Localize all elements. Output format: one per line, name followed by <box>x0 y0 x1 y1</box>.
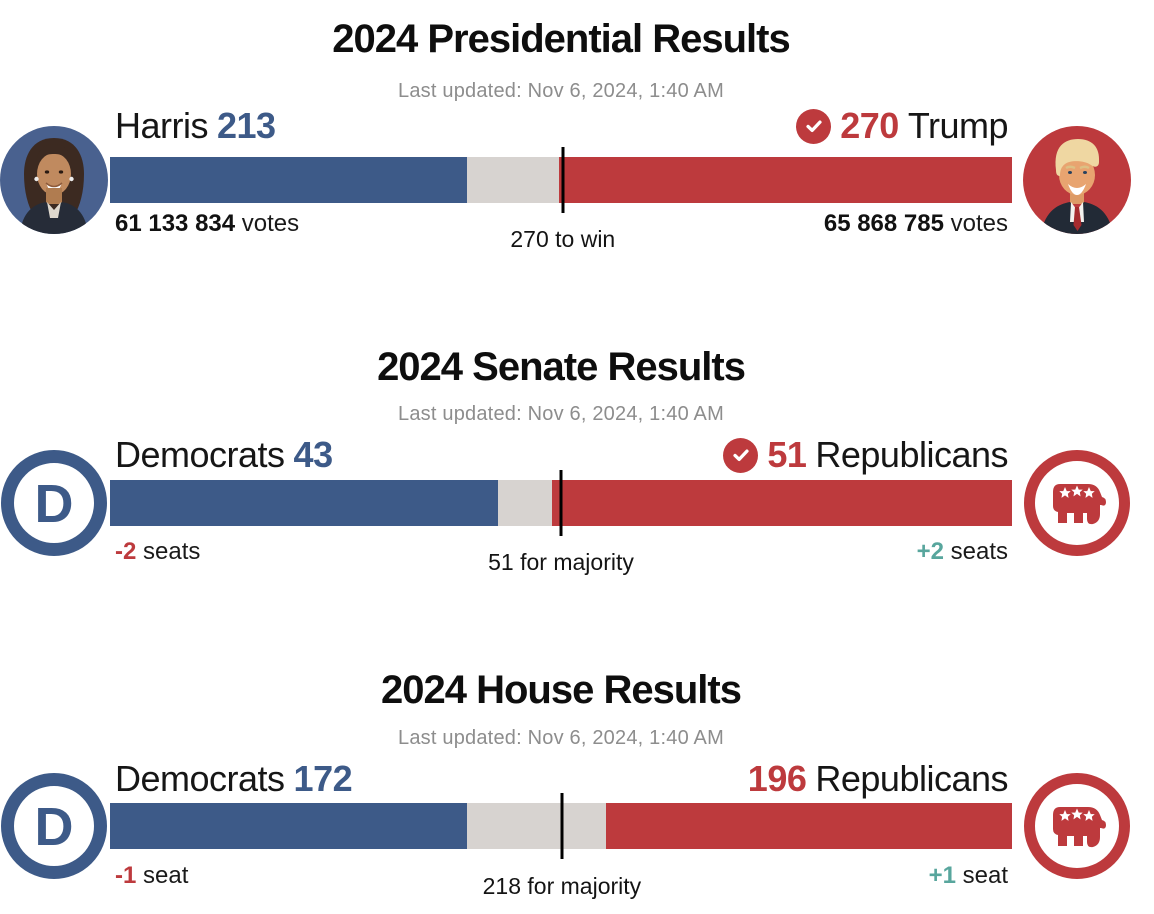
house-seats-bar <box>110 793 1012 859</box>
svg-text:D: D <box>35 474 74 534</box>
dem-change-unit: seat <box>136 862 189 889</box>
section-title: 2024 House Results <box>381 668 742 712</box>
rep-bar-segment <box>551 480 1012 526</box>
dem-result-label: Democrats 43 <box>115 435 333 475</box>
dem-result-label: Harris 213 <box>115 106 276 146</box>
dem-seat-change: -2 seats <box>115 540 200 564</box>
party-name: Democrats <box>115 434 285 475</box>
senate-results-section: 2024 Senate Results Last updated: Nov 6,… <box>0 330 1154 655</box>
party-name: Republicans <box>815 434 1008 475</box>
majority-tick <box>559 470 563 536</box>
rep-seat-change: +2 seats <box>917 540 1008 564</box>
svg-text:D: D <box>35 797 74 857</box>
presidential-results-section: 2024 Presidential Results Last updated: … <box>0 0 1154 330</box>
dem-change-number: -1 <box>115 862 137 889</box>
last-updated-text: Last updated: Nov 6, 2024, 1:40 AM <box>398 727 724 749</box>
majority-label: 51 for majority <box>488 549 634 575</box>
candidate-name: Harris <box>115 105 209 146</box>
dem-electoral-count: 213 <box>217 105 276 146</box>
rep-seat-count: 196 <box>747 758 807 799</box>
rep-change-unit: seats <box>943 538 1008 565</box>
rep-seat-count: 51 <box>767 434 807 475</box>
page-title: 2024 Presidential Results <box>332 17 790 61</box>
dem-votes-unit: votes <box>235 210 300 237</box>
dem-seat-count: 43 <box>293 434 334 475</box>
trump-avatar <box>1023 126 1131 234</box>
threshold-tick <box>561 147 565 213</box>
majority-tick <box>560 793 564 859</box>
democratic-party-logo: D <box>0 772 108 880</box>
rep-result-label: 270 Trump <box>796 105 1009 146</box>
last-updated-text: Last updated: Nov 6, 2024, 1:40 AM <box>398 403 724 425</box>
rep-change-number: +2 <box>916 538 944 565</box>
senate-seats-bar <box>110 470 1012 536</box>
rep-electoral-count: 270 <box>840 105 899 146</box>
rep-bar-segment <box>605 803 1012 849</box>
rep-seat-change: +1 seat <box>929 864 1008 888</box>
dem-votes-number: 61 133 834 <box>115 210 236 237</box>
majority-label: 218 for majority <box>482 873 642 899</box>
party-name: Republicans <box>815 758 1008 799</box>
dem-bar-segment <box>110 480 498 526</box>
dem-bar-segment <box>110 157 468 203</box>
rep-votes-unit: votes <box>943 210 1008 237</box>
winner-check-icon <box>796 108 832 144</box>
dem-seat-count: 172 <box>293 758 353 799</box>
winner-check-icon <box>723 437 759 473</box>
party-name: Democrats <box>115 758 285 799</box>
democratic-party-logo: D <box>0 449 108 557</box>
rep-result-label: 51 Republicans <box>723 435 1008 475</box>
house-results-section: 2024 House Results Last updated: Nov 6, … <box>0 655 1154 914</box>
dem-result-label: Democrats 172 <box>115 758 353 799</box>
rep-result-label: 196 Republicans <box>747 758 1009 799</box>
harris-avatar <box>0 126 108 234</box>
rep-change-unit: seat <box>955 862 1008 889</box>
dem-change-number: -2 <box>115 538 137 565</box>
rep-votes-number: 65 868 785 <box>823 210 944 237</box>
dem-seat-change: -1 seat <box>115 864 188 888</box>
section-title: 2024 Senate Results <box>377 345 746 389</box>
candidate-name: Trump <box>907 105 1009 146</box>
dem-change-unit: seats <box>136 538 201 565</box>
electoral-votes-bar <box>110 147 1012 213</box>
threshold-label: 270 to win <box>510 226 616 252</box>
rep-bar-segment <box>559 157 1012 203</box>
dem-votes-total: 61 133 834 votes <box>115 212 299 236</box>
dem-bar-segment <box>110 803 467 849</box>
last-updated-text: Last updated: Nov 6, 2024, 1:40 AM <box>398 80 724 102</box>
rep-change-number: +1 <box>928 862 956 889</box>
rep-votes-total: 65 868 785 votes <box>824 212 1008 236</box>
republican-party-logo <box>1023 772 1131 880</box>
republican-party-logo <box>1023 449 1131 557</box>
